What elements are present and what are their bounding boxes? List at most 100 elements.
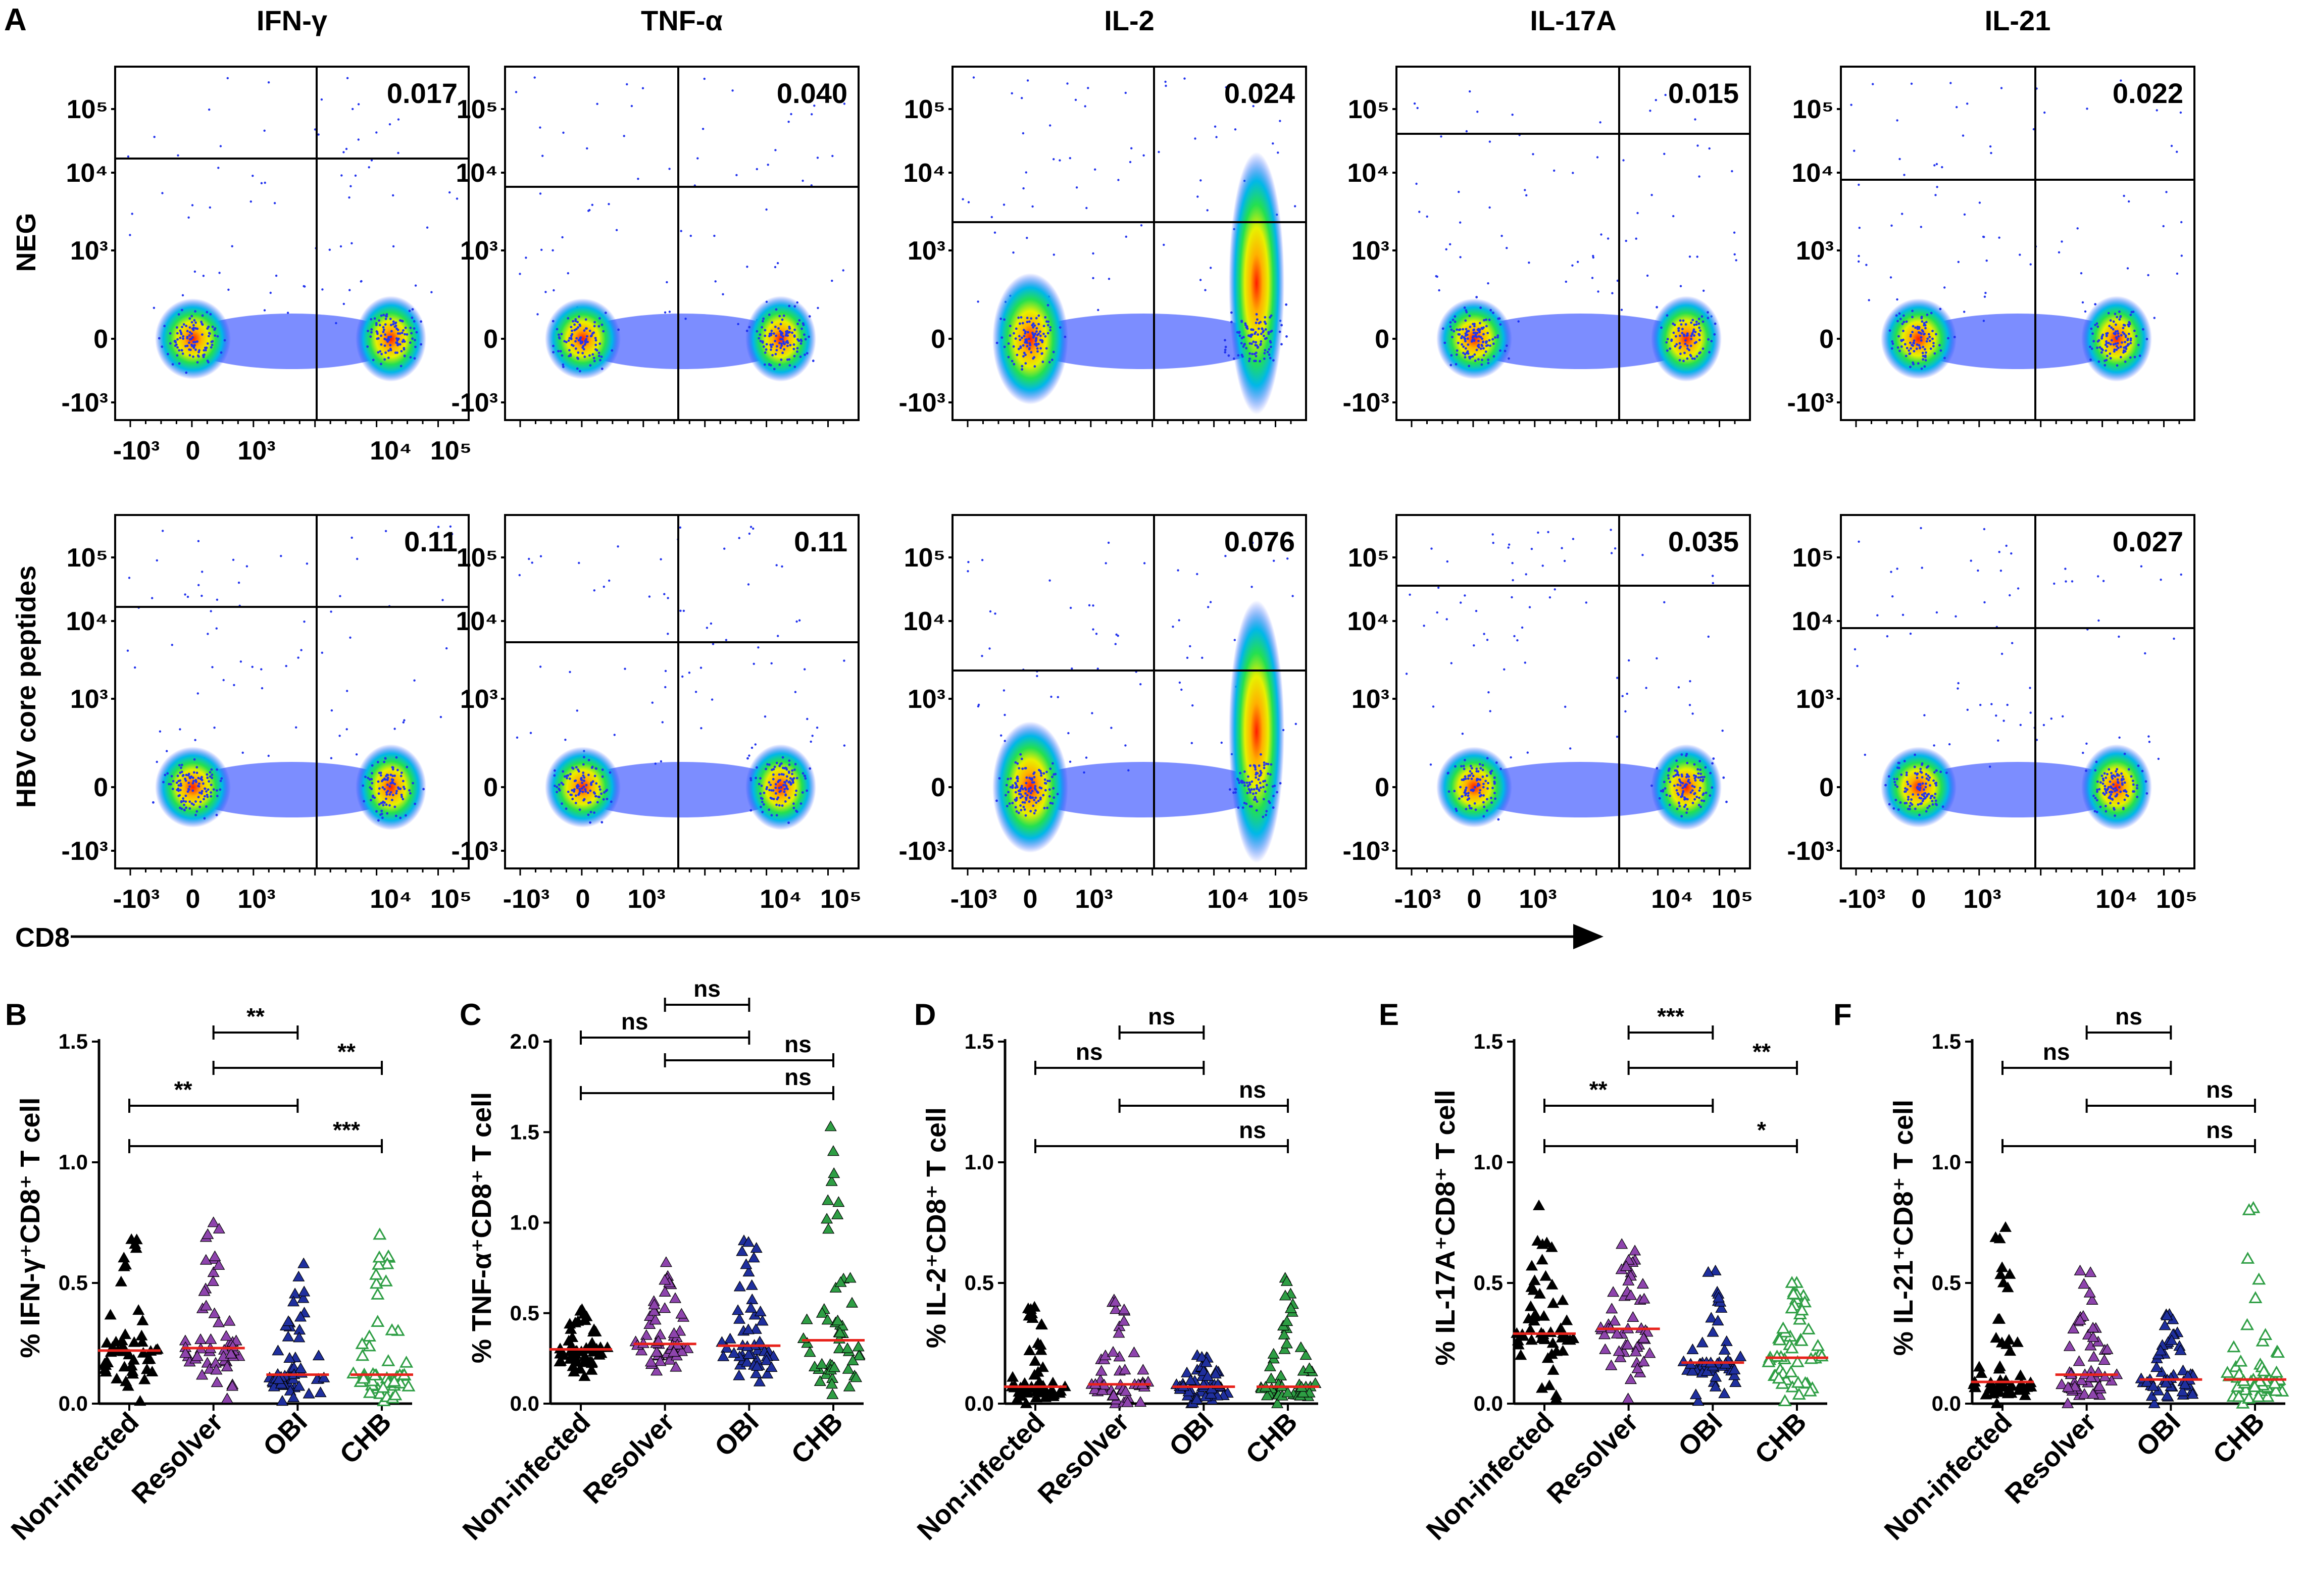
flow-event-dot (1469, 90, 1471, 93)
flow-event-dot (1469, 807, 1472, 809)
flow-event-dot (2094, 303, 2097, 305)
y-tick-label: 0.0 (510, 1392, 539, 1415)
flow-event-dot (2126, 344, 2129, 347)
flow-event-dot (768, 314, 771, 316)
flow-y-tick-label: 0 (1375, 773, 1389, 802)
flow-event-dot (2084, 310, 2087, 313)
data-point (213, 1259, 225, 1270)
flow-event-dot (1928, 776, 1931, 779)
flow-event-dot (2124, 341, 2126, 343)
flow-event-dot (409, 327, 412, 329)
flow-event-dot (1034, 340, 1037, 342)
flow-event-dot (781, 351, 784, 354)
flow-event-dot (1465, 786, 1468, 789)
significance-label: *** (1657, 1003, 1684, 1029)
data-point (1261, 1389, 1273, 1401)
data-point (1996, 1261, 2009, 1272)
quadrant-value: 0.11 (794, 526, 847, 557)
flow-event-dot (1248, 789, 1251, 792)
data-point (2227, 1340, 2241, 1353)
flow-event-dot (771, 354, 774, 356)
flow-event-dot (784, 766, 787, 769)
flow-event-dot (778, 364, 781, 366)
flow-event-dot (1707, 311, 1709, 314)
flow-event-dot (569, 773, 572, 776)
flow-event-dot (1264, 316, 1267, 319)
flow-event-dot (1286, 557, 1289, 560)
data-point (742, 1323, 755, 1334)
flow-event-dot (1712, 582, 1714, 585)
data-point (1795, 1303, 1809, 1316)
flow-event-dot (1675, 343, 1678, 346)
flow-event-dot (802, 772, 805, 775)
flow-event-dot (799, 355, 802, 358)
flow-event-dot (1898, 349, 1901, 352)
flow-event-dot (1092, 252, 1094, 255)
flow-event-dot (422, 788, 425, 791)
flow-event-dot (205, 349, 207, 351)
flow-event-dot (395, 756, 398, 759)
data-point (756, 1315, 769, 1326)
data-point (1299, 1349, 1312, 1360)
flow-event-dot (392, 245, 395, 248)
flow-event-dot (1243, 770, 1246, 773)
flow-event-dot (176, 346, 179, 349)
flow-event-dot (1675, 335, 1677, 338)
dot-plot-panel: E0.00.51.01.5% IL-17A⁺CD8⁺ T cellNon-inf… (1379, 998, 1829, 1546)
x-tick-label: Resolver (1541, 1407, 1644, 1510)
data-point (272, 1345, 284, 1356)
flow-event-dot (556, 328, 559, 331)
flow-event-dot (1923, 795, 1925, 798)
flow-event-dot (787, 821, 790, 824)
flow-event-dot (1455, 363, 1458, 366)
flow-event-dot (1037, 800, 1040, 802)
flow-event-dot (355, 753, 358, 756)
flow-event-dot (1919, 347, 1922, 350)
flow-event-dot (1053, 796, 1056, 799)
data-point (1729, 1376, 1742, 1387)
flow-event-dot (781, 85, 784, 87)
data-point (1547, 1364, 1560, 1375)
flow-event-dot (1245, 781, 1248, 784)
flow-event-dot (1092, 277, 1094, 279)
data-point (136, 1335, 148, 1347)
x-tick-label: CHB (1240, 1407, 1303, 1470)
flow-event-dot (1572, 538, 1575, 540)
flow-event-dot (177, 780, 180, 783)
flow-event-dot (775, 308, 778, 311)
flow-column-title: IL-17A (1530, 5, 1616, 36)
flow-event-dot (338, 735, 341, 737)
flow-event-dot (1085, 207, 1088, 210)
data-point (1712, 1315, 1724, 1326)
flow-event-dot (584, 339, 587, 342)
flow-event-dot (781, 804, 784, 807)
flow-event-dot (414, 339, 416, 341)
flow-event-dot (552, 351, 555, 353)
flow-event-dot (816, 157, 819, 159)
flow-event-dot (346, 690, 348, 692)
flow-event-dot (786, 341, 789, 344)
flow-event-dot (175, 343, 178, 346)
data-point (282, 1315, 295, 1326)
data-point (1637, 1355, 1650, 1367)
flow-event-dot (1678, 342, 1681, 345)
flow-event-dot (531, 561, 533, 564)
flow-event-dot (1486, 787, 1489, 790)
y-tick-label: 0.5 (59, 1271, 88, 1295)
flow-event-dot (2095, 760, 2098, 763)
flow-event-dot (1280, 343, 1283, 346)
flow-event-dot (2076, 227, 2079, 230)
flow-event-dot (1915, 347, 1918, 350)
flow-event-dot (180, 807, 183, 810)
data-point (846, 1354, 859, 1365)
flow-event-dot (391, 799, 393, 801)
flow-event-dot (1263, 764, 1266, 766)
data-point (2234, 1354, 2248, 1367)
flow-event-dot (1258, 788, 1260, 791)
flow-event-dot (1977, 569, 1979, 572)
flow-event-dot (1909, 805, 1911, 807)
data-point (212, 1316, 225, 1327)
data-point (1790, 1355, 1805, 1367)
flow-event-dot (1023, 351, 1026, 354)
data-point (2174, 1344, 2187, 1355)
